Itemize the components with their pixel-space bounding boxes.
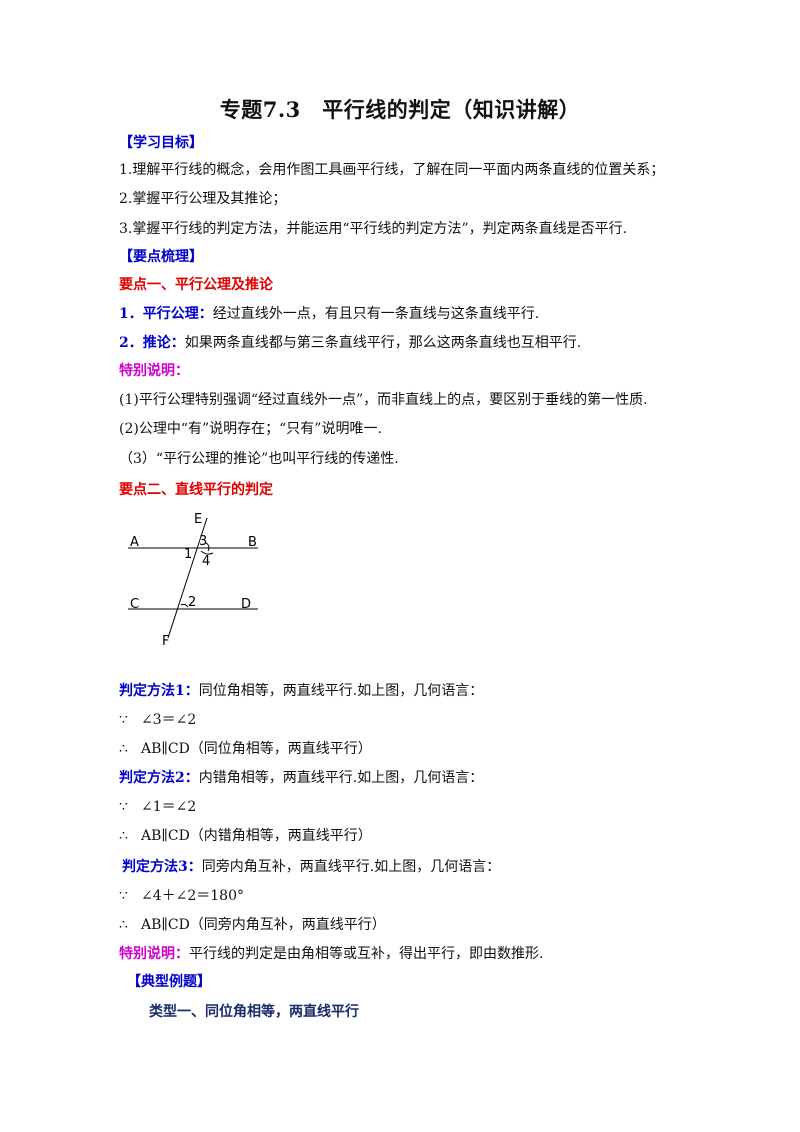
corollary-label: 2．推论： bbox=[119, 335, 185, 351]
method2-text: 内错角相等，两直线平行.如上图，几何语言： bbox=[198, 770, 484, 786]
goal-item-2: 2.掌握平行公理及其推论； bbox=[119, 191, 287, 207]
method1-therefore: ∴ AB∥CD（同位角相等，两直线平行） bbox=[119, 739, 372, 759]
method3-therefore-text: AB∥CD（同旁内角互补，两直线平行） bbox=[141, 917, 386, 933]
label-angle-3: 3 bbox=[199, 534, 207, 549]
method3-therefore: ∴ AB∥CD（同旁内角互补，两直线平行） bbox=[119, 915, 386, 935]
corollary-text: 如果两条直线都与第三条直线平行，那么这两条直线也互相平行. bbox=[184, 335, 582, 351]
method3-label: 判定方法3： bbox=[122, 859, 202, 875]
method2-label: 判定方法2： bbox=[119, 770, 199, 786]
special-note-heading: 特别说明： bbox=[119, 363, 189, 379]
method3-because-text: ∠4＋∠2＝180° bbox=[141, 888, 244, 904]
label-angle-2: 2 bbox=[188, 595, 196, 610]
corollary: 2．推论：如果两条直线都与第三条直线平行，那么这两条直线也互相平行. bbox=[119, 333, 581, 353]
parallel-axiom-text: 经过直线外一点，有且只有一条直线与这条直线平行. bbox=[212, 306, 540, 322]
label-angle-1: 1 bbox=[184, 547, 192, 562]
special-note-2-text: 平行线的判定是由角相等或互补，得出平行，即由数推形. bbox=[189, 946, 544, 962]
label-e: E bbox=[194, 512, 202, 527]
label-b: B bbox=[248, 535, 257, 550]
because-symbol: ∵ bbox=[119, 712, 128, 728]
method2-because: ∵ ∠1＝∠2 bbox=[119, 797, 196, 817]
method1-because-text: ∠3＝∠2 bbox=[141, 712, 197, 728]
method1-therefore-text: AB∥CD（同位角相等，两直线平行） bbox=[141, 741, 372, 757]
therefore-symbol: ∴ bbox=[119, 828, 128, 844]
method3: 判定方法3：同旁内角互补，两直线平行.如上图，几何语言： bbox=[122, 857, 500, 877]
point2-heading: 要点二、直线平行的判定 bbox=[119, 482, 273, 498]
method2: 判定方法2：内错角相等，两直线平行.如上图，几何语言： bbox=[119, 768, 483, 788]
because-symbol: ∵ bbox=[119, 799, 128, 815]
method2-therefore-text: AB∥CD（内错角相等，两直线平行） bbox=[141, 828, 372, 844]
method3-text: 同旁内角互补，两直线平行.如上图，几何语言： bbox=[201, 859, 501, 875]
method1-text: 同位角相等，两直线平行.如上图，几何语言： bbox=[198, 683, 484, 699]
label-angle-4: 4 bbox=[202, 554, 210, 569]
note-1: (1)平行公理特别强调“经过直线外一点”，而非直线上的点，要区别于垂线的第一性质… bbox=[119, 392, 648, 408]
examples-heading: 【典型例题】 bbox=[127, 974, 211, 990]
method1-label: 判定方法1： bbox=[119, 683, 199, 699]
note-2: (2)公理中“有”说明存在；“只有”说明唯一. bbox=[119, 421, 382, 437]
because-symbol: ∵ bbox=[119, 888, 128, 904]
parallel-axiom-label: 1．平行公理： bbox=[119, 306, 213, 322]
learning-goals-heading: 【学习目标】 bbox=[119, 135, 203, 151]
label-a: A bbox=[130, 535, 139, 550]
label-d: D bbox=[241, 597, 251, 612]
method1-because: ∵ ∠3＝∠2 bbox=[119, 710, 196, 730]
therefore-symbol: ∴ bbox=[119, 741, 128, 757]
parallel-axiom: 1．平行公理：经过直线外一点，有且只有一条直线与这条直线平行. bbox=[119, 304, 539, 324]
angle-4-arc bbox=[200, 550, 214, 555]
angle-2-arc bbox=[180, 603, 189, 608]
method1: 判定方法1：同位角相等，两直线平行.如上图，几何语言： bbox=[119, 681, 483, 701]
angle-3-arc bbox=[204, 541, 210, 552]
method2-because-text: ∠1＝∠2 bbox=[141, 799, 197, 815]
label-f: F bbox=[162, 634, 169, 649]
key-points-heading: 【要点梳理】 bbox=[119, 249, 203, 265]
note-3: （3）“平行公理的推论”也叫平行线的传递性. bbox=[119, 451, 399, 467]
label-c: C bbox=[130, 597, 139, 612]
goal-item-3: 3.掌握平行线的判定方法，并能运用“平行线的判定方法”，判定两条直线是否平行. bbox=[119, 221, 628, 237]
method2-therefore: ∴ AB∥CD（内错角相等，两直线平行） bbox=[119, 826, 372, 846]
therefore-symbol: ∴ bbox=[119, 917, 128, 933]
parallel-lines-diagram: E A B C D F 3 1 4 2 bbox=[128, 512, 258, 649]
line-ef bbox=[167, 517, 208, 639]
goal-item-1: 1.理解平行线的概念，会用作图工具画平行线，了解在同一平面内两条直线的位置关系； bbox=[119, 162, 665, 178]
special-note-2: 特别说明：平行线的判定是由角相等或互补，得出平行，即由数推形. bbox=[119, 944, 543, 964]
example-type1-heading: 类型一、同位角相等，两直线平行 bbox=[149, 1004, 359, 1020]
point1-heading: 要点一、平行公理及推论 bbox=[119, 277, 273, 293]
special-note-2-label: 特别说明： bbox=[119, 946, 189, 962]
page-title: 专题7.3 平行线的判定（知识讲解） bbox=[219, 97, 581, 122]
method3-because: ∵ ∠4＋∠2＝180° bbox=[119, 886, 244, 906]
